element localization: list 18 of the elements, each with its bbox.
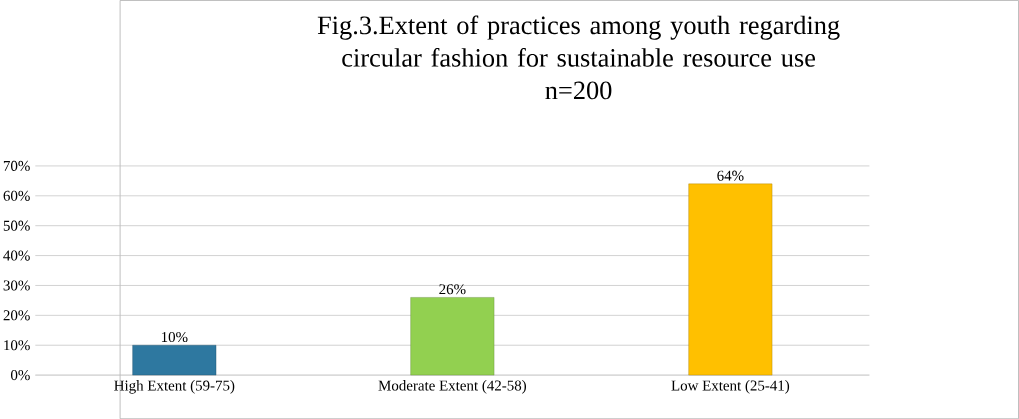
y-tick-label: 20% <box>3 310 30 321</box>
data-label: 10% <box>161 331 188 342</box>
y-tick-label: 30% <box>3 280 30 291</box>
bar <box>688 183 773 376</box>
y-tick-label: 40% <box>3 250 30 261</box>
bar <box>132 344 217 376</box>
chart-subtitle: n=200 <box>545 81 612 100</box>
data-label: 64% <box>717 170 744 181</box>
x-tick-label: High Extent (59-75) <box>114 379 235 394</box>
bar <box>410 297 495 376</box>
y-tick-label: 0% <box>10 369 30 381</box>
y-tick-label: 60% <box>3 190 30 201</box>
y-tick-label: 10% <box>4 340 30 351</box>
x-tick-label: Moderate Extent (42-58) <box>378 379 527 394</box>
y-tick-label: 70% <box>3 160 30 171</box>
x-tick-label: Low Extent (25-41) <box>671 379 790 394</box>
y-tick-label: 50% <box>3 220 30 231</box>
data-label: 26% <box>439 284 466 295</box>
